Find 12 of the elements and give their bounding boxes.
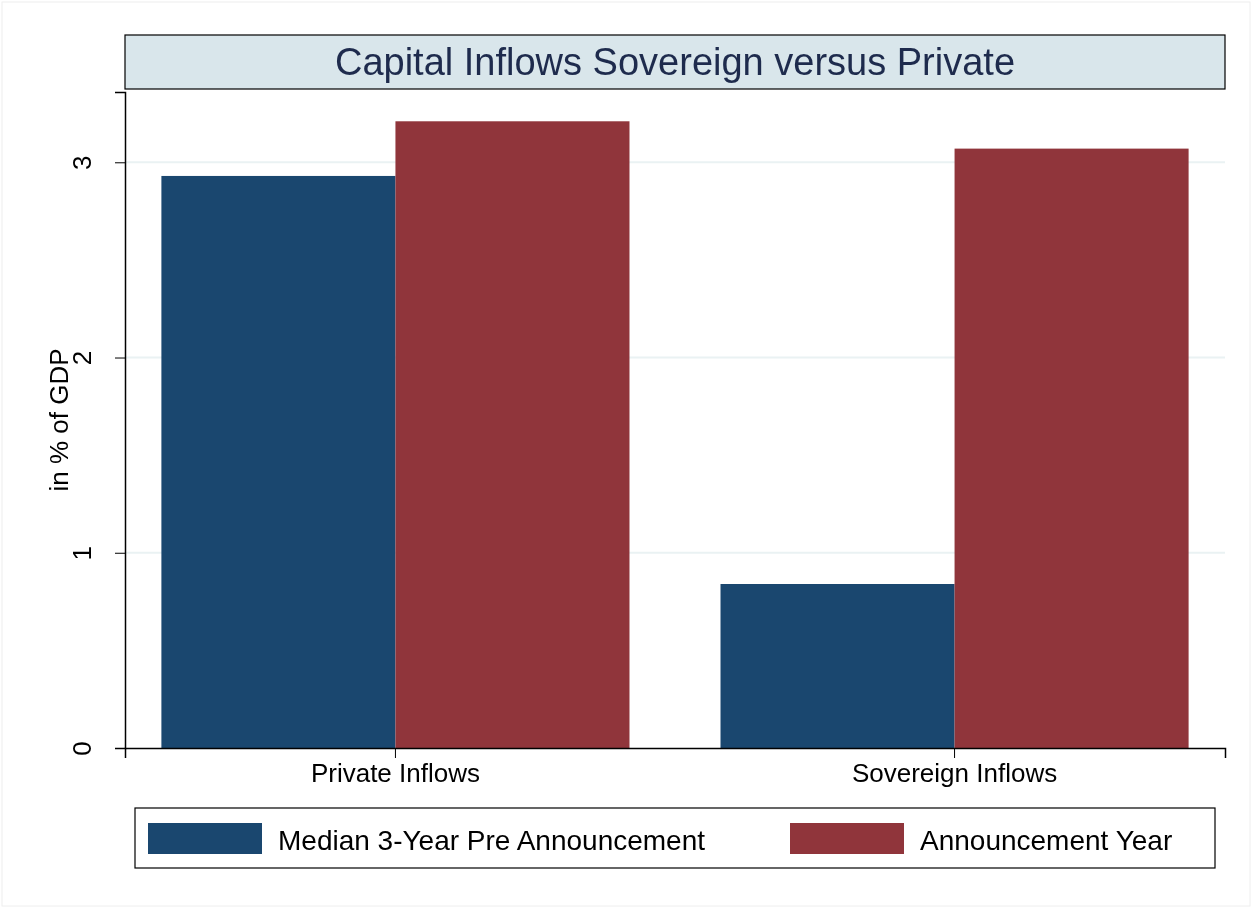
- bar: [161, 175, 396, 748]
- chart-title: Capital Inflows Sovereign versus Private: [334, 41, 1016, 83]
- y-tick-label: 1: [67, 546, 97, 561]
- bar: [395, 121, 630, 748]
- y-tick-label: 0: [67, 741, 97, 756]
- y-tick-label: 3: [67, 155, 97, 171]
- legend-label: Median 3-Year Pre Announcement: [278, 825, 706, 856]
- bar: [720, 584, 955, 748]
- legend-label: Announcement Year: [920, 825, 1173, 856]
- x-tick-label: Private Inflows: [310, 758, 480, 789]
- x-tick-label: Sovereign Inflows: [851, 758, 1058, 789]
- bar: [954, 148, 1189, 748]
